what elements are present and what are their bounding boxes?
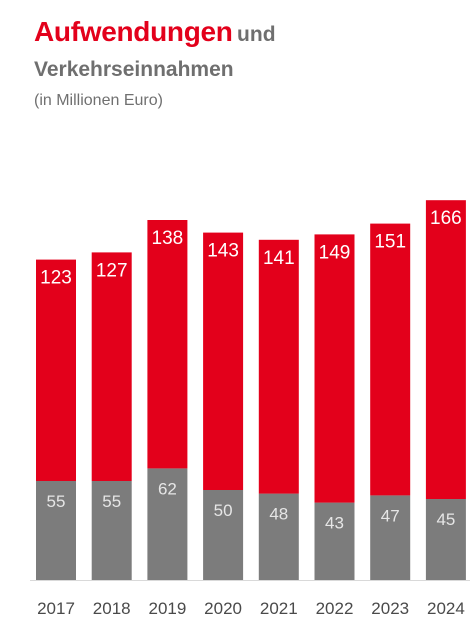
bar-revenue-2021 xyxy=(258,493,299,580)
data-label-expenses-2021: 141 xyxy=(263,248,295,269)
data-label-revenue-2023: 47 xyxy=(381,506,400,525)
x-tick-label-2024: 2024 xyxy=(427,599,465,618)
x-tick-label-2023: 2023 xyxy=(371,599,409,618)
data-label-revenue-2020: 50 xyxy=(214,501,233,520)
chart-subtitle: (in Millionen Euro) xyxy=(34,92,163,109)
data-label-expenses-2023: 151 xyxy=(374,232,406,253)
bar-expenses-2018 xyxy=(91,252,132,481)
bar-expenses-2021 xyxy=(258,239,299,494)
bar-expenses-2017 xyxy=(36,259,76,481)
x-tick-label-2018: 2018 xyxy=(93,599,131,618)
bar-revenue-2020 xyxy=(203,490,244,580)
data-label-expenses-2022: 149 xyxy=(319,242,351,263)
x-tick-label-2017: 2017 xyxy=(37,599,75,618)
bar-revenue-2018 xyxy=(91,481,132,580)
data-label-revenue-2022: 43 xyxy=(325,514,344,533)
chart-title: Aufwendungen und xyxy=(34,16,276,48)
x-tick-label-2021: 2021 xyxy=(260,599,298,618)
x-tick-label-2019: 2019 xyxy=(148,599,186,618)
bar-expenses-2022 xyxy=(314,234,355,503)
data-label-expenses-2018: 127 xyxy=(96,260,128,281)
data-label-revenue-2021: 48 xyxy=(269,505,288,524)
bar-expenses-2019 xyxy=(147,220,188,469)
data-label-revenue-2019: 62 xyxy=(158,479,177,498)
data-label-revenue-2017: 55 xyxy=(47,492,66,511)
bar-revenue-2024 xyxy=(425,499,466,580)
title-highlight: Aufwendungen xyxy=(34,16,233,47)
x-tick-label-2020: 2020 xyxy=(204,599,242,618)
bar-expenses-2024 xyxy=(425,200,466,499)
bar-expenses-2023 xyxy=(370,223,411,496)
chart-title-line2: Verkehrseinnahmen xyxy=(34,58,234,81)
bar-revenue-2017 xyxy=(36,481,76,580)
data-label-expenses-2017: 123 xyxy=(40,268,72,289)
data-label-expenses-2020: 143 xyxy=(207,241,239,262)
title-rest: und xyxy=(237,23,276,46)
bar-revenue-2022 xyxy=(314,502,355,580)
bar-revenue-2019 xyxy=(147,468,188,580)
data-label-expenses-2019: 138 xyxy=(152,228,184,249)
x-tick-label-2022: 2022 xyxy=(316,599,354,618)
bar-revenue-2023 xyxy=(370,495,411,580)
bar-expenses-2020 xyxy=(203,232,244,490)
data-label-revenue-2018: 55 xyxy=(102,492,121,511)
data-label-expenses-2024: 166 xyxy=(430,208,462,229)
data-label-revenue-2024: 45 xyxy=(436,510,455,529)
